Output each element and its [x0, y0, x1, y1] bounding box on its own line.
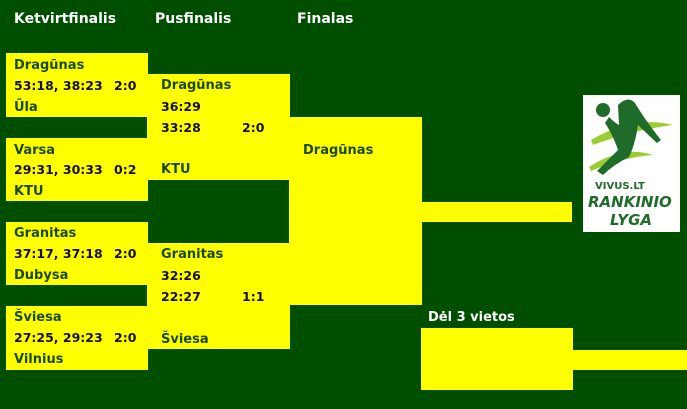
handball-player-icon — [589, 99, 673, 175]
qf4-team1: Šviesa — [14, 310, 62, 325]
sf2-score1: 32:26 — [161, 268, 201, 283]
third-place-box — [421, 328, 573, 390]
qf4-series: 2:0 — [114, 330, 137, 345]
third-place-connector — [572, 350, 687, 370]
logo-line2: LYGA — [610, 211, 653, 229]
league-logo: VIVUS.LT RANKINIO LYGA — [583, 95, 680, 232]
sf1-series: 2:0 — [242, 120, 265, 135]
qf3-series: 2:0 — [114, 246, 137, 261]
qf3-team2: Dubysa — [14, 268, 69, 283]
sf2-team2: Šviesa — [161, 332, 209, 347]
final-box — [289, 117, 422, 305]
qf2-team2: KTU — [14, 184, 44, 199]
qf3-scores: 37:17, 37:18 — [14, 246, 103, 261]
sf1-team1: Dragūnas — [161, 78, 232, 93]
qf4-scores: 27:25, 29:23 — [14, 330, 103, 345]
sf-box-1 — [147, 74, 290, 180]
sf2-score2: 22:27 — [161, 289, 201, 304]
final-team1: Dragūnas — [303, 143, 374, 158]
qf3-team1: Granitas — [14, 226, 77, 241]
sf2-series: 1:1 — [242, 289, 265, 304]
sf1-team2: KTU — [161, 162, 191, 177]
header-quarterfinals: Ketvirtfinalis — [14, 11, 117, 27]
qf2-scores: 29:31, 30:33 — [14, 162, 103, 177]
qf4-team2: Vilnius — [14, 352, 64, 367]
qf-box-4 — [6, 306, 148, 370]
sf1-score1: 36:29 — [161, 99, 201, 114]
header-final: Finalas — [297, 11, 354, 27]
header-semifinals: Pusfinalis — [155, 11, 232, 27]
qf1-series: 2:0 — [114, 78, 137, 93]
qf2-series: 0:2 — [114, 162, 137, 177]
final-connector — [421, 202, 572, 222]
logo-line1: RANKINIO — [588, 193, 672, 211]
third-place-label: Dėl 3 vietos — [428, 310, 515, 325]
sf2-team1: Granitas — [161, 247, 224, 262]
qf1-team2: Ūla — [14, 100, 38, 115]
qf1-scores: 53:18, 38:23 — [14, 78, 103, 93]
sf1-score2: 33:28 — [161, 120, 201, 135]
qf-box-2 — [6, 138, 148, 201]
sf-box-2 — [147, 243, 290, 349]
logo-brand: VIVUS.LT — [595, 181, 645, 192]
qf1-team1: Dragūnas — [14, 58, 85, 73]
qf2-team1: Varsa — [14, 143, 56, 158]
qf-box-1 — [6, 53, 148, 117]
qf-box-3 — [6, 222, 148, 285]
